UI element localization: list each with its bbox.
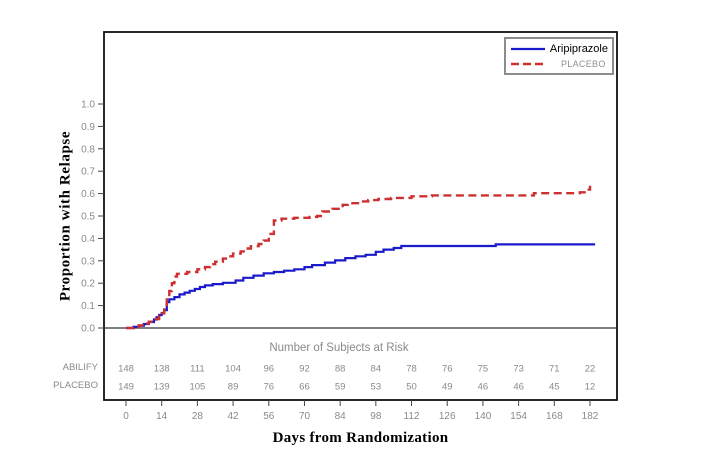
x-axis-title: Days from Randomization bbox=[272, 430, 449, 446]
x-tick-label: 14 bbox=[156, 411, 168, 422]
x-tick-label: 84 bbox=[335, 411, 347, 422]
risk-count-placebo: 45 bbox=[549, 382, 560, 393]
risk-count-placebo: 139 bbox=[154, 382, 170, 393]
risk-count-abilify: 84 bbox=[371, 364, 382, 375]
x-tick-label: 154 bbox=[510, 411, 527, 422]
risk-count-placebo: 89 bbox=[228, 382, 239, 393]
risk-row-label-placebo: PLACEBO bbox=[53, 380, 98, 391]
risk-count-abilify: 88 bbox=[335, 364, 346, 375]
series-curve-aripiprazole bbox=[126, 243, 596, 330]
y-axis-title: Proportion with Relapse bbox=[57, 130, 74, 302]
x-tick-label: 126 bbox=[439, 411, 456, 422]
risk-count-placebo: 46 bbox=[513, 382, 524, 393]
risk-count-abilify: 22 bbox=[585, 364, 596, 375]
series-curve-placebo bbox=[126, 185, 592, 330]
legend-item-aripiprazole: Aripiprazole bbox=[510, 42, 608, 55]
x-tick-label: 42 bbox=[228, 411, 240, 422]
risk-count-placebo: 46 bbox=[478, 382, 489, 393]
risk-table-title: Number of Subjects at Risk bbox=[269, 342, 409, 354]
risk-row-label-abilify: ABILIFY bbox=[62, 362, 98, 373]
risk-count-abilify: 138 bbox=[154, 364, 170, 375]
y-tick-label: 0.8 bbox=[81, 144, 95, 155]
risk-count-abilify: 104 bbox=[225, 364, 241, 375]
risk-count-abilify: 78 bbox=[406, 364, 417, 375]
x-tick-label: 98 bbox=[370, 411, 382, 422]
legend-line-solid-icon bbox=[511, 47, 545, 50]
risk-count-abilify: 92 bbox=[299, 364, 310, 375]
risk-count-placebo: 50 bbox=[406, 382, 417, 393]
legend-box: Aripiprazole PLACEBO bbox=[504, 37, 614, 75]
x-tick-label: 168 bbox=[546, 411, 563, 422]
risk-count-placebo: 66 bbox=[299, 382, 310, 393]
x-tick-label: 70 bbox=[299, 411, 311, 422]
legend-label-aripiprazole: Aripiprazole bbox=[549, 42, 608, 55]
risk-count-placebo: 12 bbox=[585, 382, 596, 393]
x-tick-label: 112 bbox=[404, 411, 420, 422]
x-tick-label: 28 bbox=[192, 411, 204, 422]
y-tick-label: 0.3 bbox=[81, 256, 95, 267]
risk-count-placebo: 105 bbox=[189, 382, 205, 393]
legend-line-dashed-icon bbox=[511, 62, 547, 65]
x-tick-label: 182 bbox=[582, 411, 599, 422]
risk-count-abilify: 76 bbox=[442, 364, 453, 375]
y-tick-label: 0.2 bbox=[81, 279, 95, 290]
risk-count-abilify: 71 bbox=[549, 364, 560, 375]
y-tick-label: 0.0 bbox=[81, 324, 95, 335]
risk-count-abilify: 73 bbox=[513, 364, 524, 375]
y-tick-label: 0.4 bbox=[81, 234, 95, 245]
x-tick-label: 140 bbox=[475, 411, 492, 422]
y-tick-label: 0.9 bbox=[81, 122, 95, 133]
legend-label-placebo: PLACEBO bbox=[561, 58, 606, 69]
risk-count-abilify: 96 bbox=[263, 364, 274, 375]
risk-count-abilify: 75 bbox=[478, 364, 489, 375]
x-tick-label: 0 bbox=[123, 411, 129, 422]
risk-count-placebo: 49 bbox=[442, 382, 453, 393]
legend-item-placebo: PLACEBO bbox=[510, 57, 608, 70]
risk-count-placebo: 76 bbox=[263, 382, 274, 393]
y-tick-label: 1.0 bbox=[81, 100, 95, 111]
x-tick-label: 56 bbox=[263, 411, 275, 422]
y-tick-label: 0.5 bbox=[81, 212, 95, 223]
risk-count-placebo: 59 bbox=[335, 382, 346, 393]
risk-count-abilify: 111 bbox=[190, 364, 204, 375]
y-tick-label: 0.1 bbox=[81, 301, 95, 312]
risk-count-abilify: 148 bbox=[118, 364, 134, 375]
risk-count-placebo: 53 bbox=[371, 382, 382, 393]
y-tick-label: 0.6 bbox=[81, 189, 95, 200]
risk-count-placebo: 149 bbox=[118, 382, 134, 393]
y-tick-label: 0.7 bbox=[81, 167, 95, 178]
